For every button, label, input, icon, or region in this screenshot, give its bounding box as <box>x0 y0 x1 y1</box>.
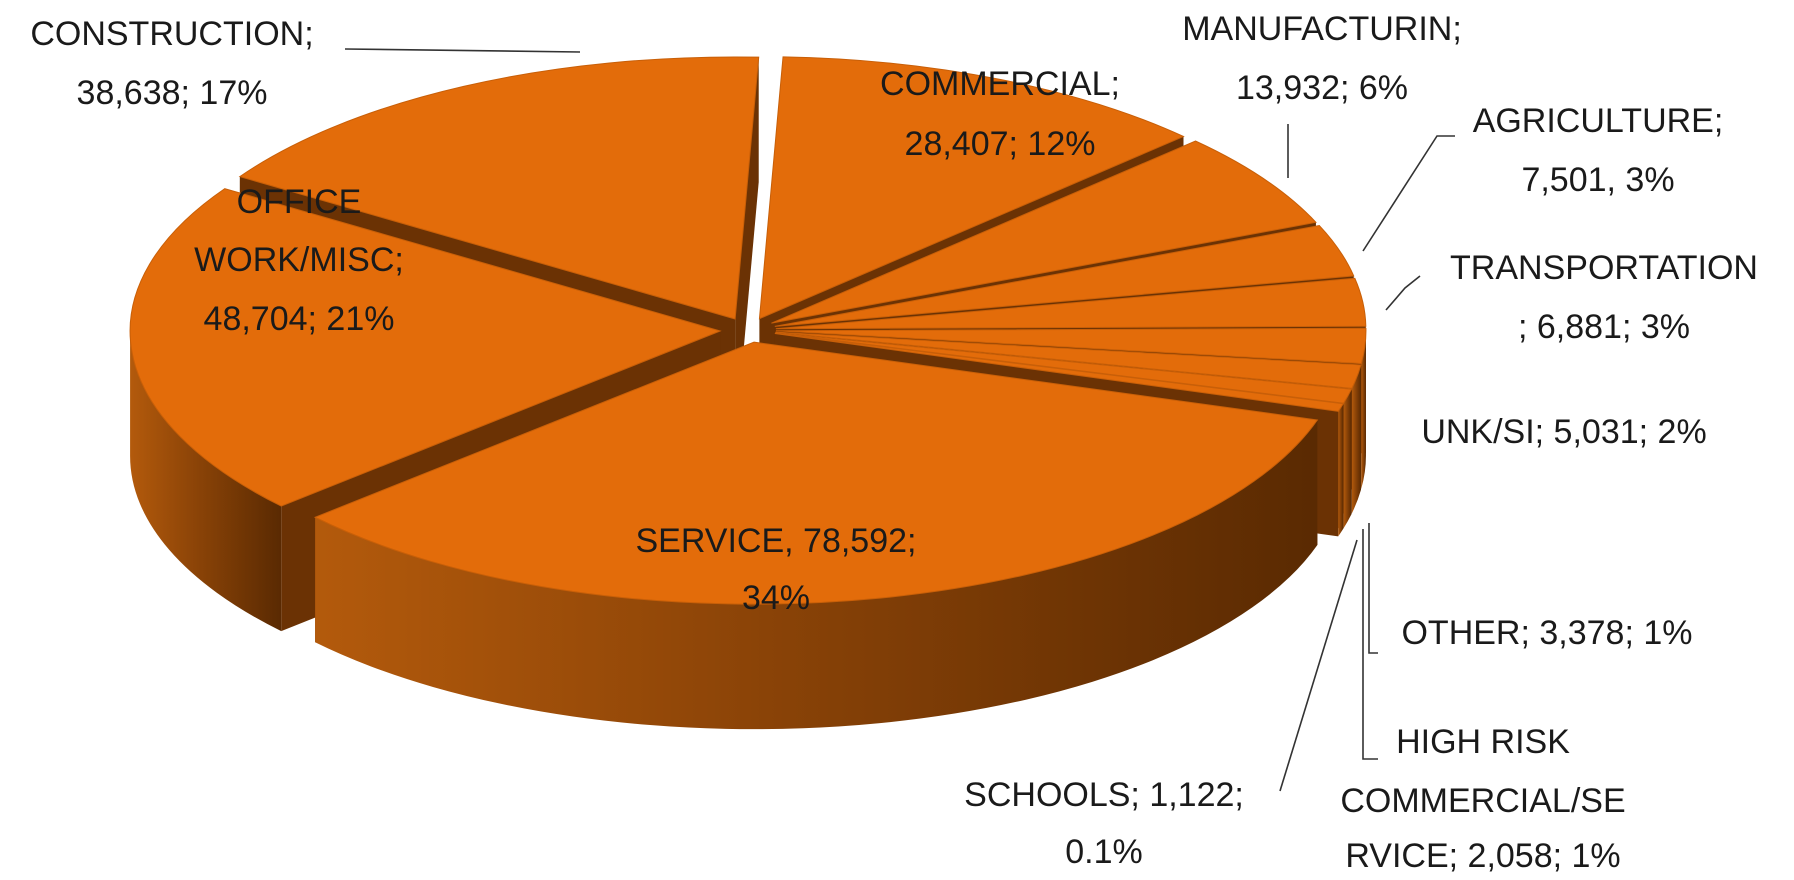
leader-line <box>1368 523 1378 654</box>
slice <box>775 332 1353 404</box>
data-label: 13,932; 6% <box>1236 69 1408 107</box>
slice <box>771 140 1317 324</box>
data-label: ; 6,881; 3% <box>1518 308 1690 346</box>
data-label: TRANSPORTATION <box>1450 249 1758 287</box>
slice <box>775 327 1367 365</box>
slice-side <box>315 419 1318 730</box>
slice <box>775 331 1362 389</box>
data-label: MANUFACTURIN; <box>1182 10 1462 48</box>
slice <box>238 56 760 320</box>
slice <box>129 188 722 507</box>
data-label: OFFICE <box>237 183 362 221</box>
data-label: COMMERCIAL/SE <box>1340 782 1625 820</box>
leader-line <box>1385 275 1421 311</box>
data-label: HIGH RISK <box>1396 723 1570 761</box>
data-label: SERVICE, 78,592; <box>636 522 917 560</box>
data-label: 38,638; 17% <box>77 74 268 112</box>
data-label: 28,407; 12% <box>905 125 1096 163</box>
data-label: CONSTRUCTION; <box>30 15 313 53</box>
slice-side <box>1343 389 1352 529</box>
data-label: AGRICULTURE; <box>1473 102 1724 140</box>
slice <box>774 224 1355 327</box>
data-label: 0.1% <box>1065 833 1143 871</box>
data-label: 7,501, 3% <box>1521 161 1674 199</box>
data-label: OTHER; 3,378; 1% <box>1401 614 1692 652</box>
data-label: RVICE; 2,058; 1% <box>1345 837 1620 875</box>
data-label: UNK/SI; 5,031; 2% <box>1421 413 1706 451</box>
labels: COMMERCIAL; 28,407; 12% MANUFACTURIN; 13,93… <box>30 10 1758 875</box>
leader-line <box>1279 539 1358 792</box>
slice-side <box>1351 364 1361 514</box>
data-label: 34% <box>742 579 810 617</box>
data-label: SCHOOLS; 1,122; <box>964 776 1244 814</box>
leader-line <box>1362 135 1455 252</box>
slice-side <box>1338 403 1344 537</box>
data-label: 48,704; 21% <box>204 300 395 338</box>
slice-group <box>313 341 1319 730</box>
slice <box>775 277 1367 330</box>
slice-side <box>1361 330 1366 489</box>
slice <box>313 341 1319 605</box>
pie <box>129 56 1367 730</box>
data-label: COMMERCIAL; <box>880 65 1120 103</box>
leader-line <box>344 48 581 53</box>
data-label: WORK/MISC; <box>194 241 404 279</box>
slice <box>774 333 1345 412</box>
slice <box>758 56 1185 320</box>
slice-side <box>130 330 282 632</box>
leader-line <box>1362 529 1378 760</box>
